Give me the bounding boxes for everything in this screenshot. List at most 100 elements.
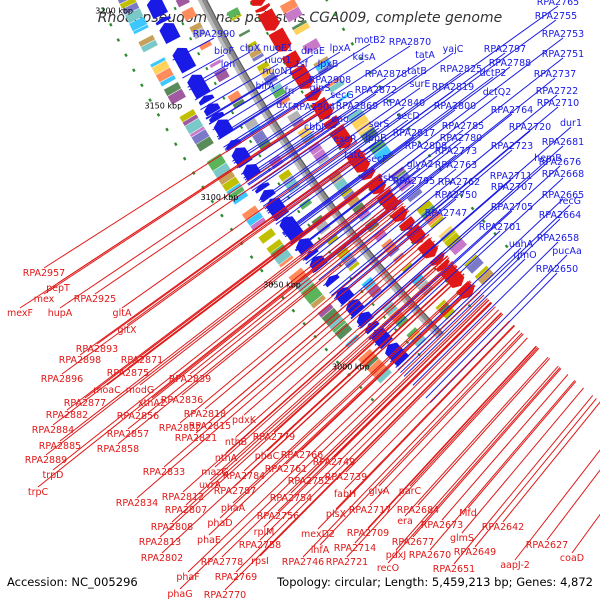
feature-block [332,320,347,333]
leader-line [259,306,496,541]
feature-block [438,225,452,238]
feature-block [401,262,413,273]
feature-block [232,98,246,109]
gene-label: RPA2925 [74,294,116,305]
feature-block [279,255,294,268]
gene-arrow [146,0,168,20]
leader-line [571,513,600,554]
feature-block [256,61,270,72]
leader-lines [19,5,600,591]
gene-label: dnaE [301,46,325,57]
gene-label: plsX [326,509,347,520]
gene-label: RPA2764 [491,105,533,116]
gene-label: yajC [443,44,464,55]
accession-label: Accession: NC_005296 [7,575,138,589]
leader-line [344,320,510,490]
gene-arrow [295,238,315,256]
gene-arrow [435,258,450,272]
leader-line [262,106,405,207]
leader-line [302,167,421,260]
leader-line [182,255,449,493]
feature-block [226,7,241,20]
feature-block [313,148,327,162]
leader-line [359,161,549,329]
gene-label: RPA2893 [76,344,118,355]
leader-line [205,74,279,119]
gene-label: RPA2885 [39,441,81,452]
feature-block [367,283,382,298]
leader-line [264,127,380,210]
leader-line [208,89,266,125]
gene-arrow [268,27,292,52]
gene-label: RPA2839 [169,374,211,385]
gene-label: RPA2904 [293,102,335,113]
gene-arrow [364,320,380,335]
feature-block [474,265,489,279]
gene-arrow [203,103,221,117]
leader-line [233,110,315,164]
gene-arrow [172,47,197,74]
feature-block [214,67,230,83]
leader-line [232,280,471,504]
feature-block [393,171,411,187]
kbp-marker: 3000 kbp [332,363,370,372]
leader-line [474,398,597,548]
leader-line [467,380,577,509]
gene-label: RPA2670 [409,550,451,561]
feature-block [191,129,210,145]
gene-label: tsf [296,59,309,70]
gene-label: RPA2750 [435,190,477,201]
feature-block [181,6,197,21]
leader-line [236,98,343,169]
feature-block [348,261,360,272]
gene-label: nuoI1 [265,55,292,66]
gene-label: era [397,516,413,527]
gene-label: RPA2710 [537,98,579,109]
gene-label: secD [396,111,419,122]
gene-label: RPA2882 [46,410,88,421]
feature-block [150,57,166,68]
gene-label: RPA2957 [23,268,65,279]
gene-label: RPA2800 [434,101,476,112]
feature-block [189,22,203,33]
leader-line [259,312,503,557]
leader-line [66,173,381,411]
gene-label: RPA2878 [365,69,407,80]
feature-block [373,228,388,243]
feature-block [189,126,205,137]
leader-line [187,51,251,88]
feature-block [375,366,392,384]
gene-label: gltX [118,325,137,336]
gene-label: birA [255,81,275,92]
kbp-marker: 3050 kbp [263,280,301,289]
leader-line [283,66,511,236]
gene-arrow [398,216,415,232]
leader-line [400,218,561,374]
leader-line [221,298,488,558]
leader-line [412,368,562,538]
gene-label: RPA2813 [139,537,181,548]
feature-block [328,315,344,331]
gene-label: serS [369,119,390,130]
feature-block [440,227,454,240]
feature-block [449,238,468,256]
gene-label: pucAa [552,246,582,257]
gene-label: glyA2 [407,159,434,170]
gene-label: RPA2773 [435,146,477,157]
feature-block [192,27,207,40]
gene-label: tatA [415,50,435,61]
feature-block [227,90,243,105]
gene-label: RPA2869 [336,101,378,112]
leader-line [200,63,279,111]
feature-block [175,0,190,8]
gene-label: secG [330,90,353,101]
gene-label: RPA2664 [539,210,581,221]
gene-label: nthB [225,437,247,448]
feature-block [155,67,174,83]
feature-block [385,243,398,255]
gene-label: nuoN1 [262,66,293,77]
leader-line [52,196,399,471]
forward-gene-track [146,0,410,367]
gene-label: RPA2668 [542,169,584,180]
